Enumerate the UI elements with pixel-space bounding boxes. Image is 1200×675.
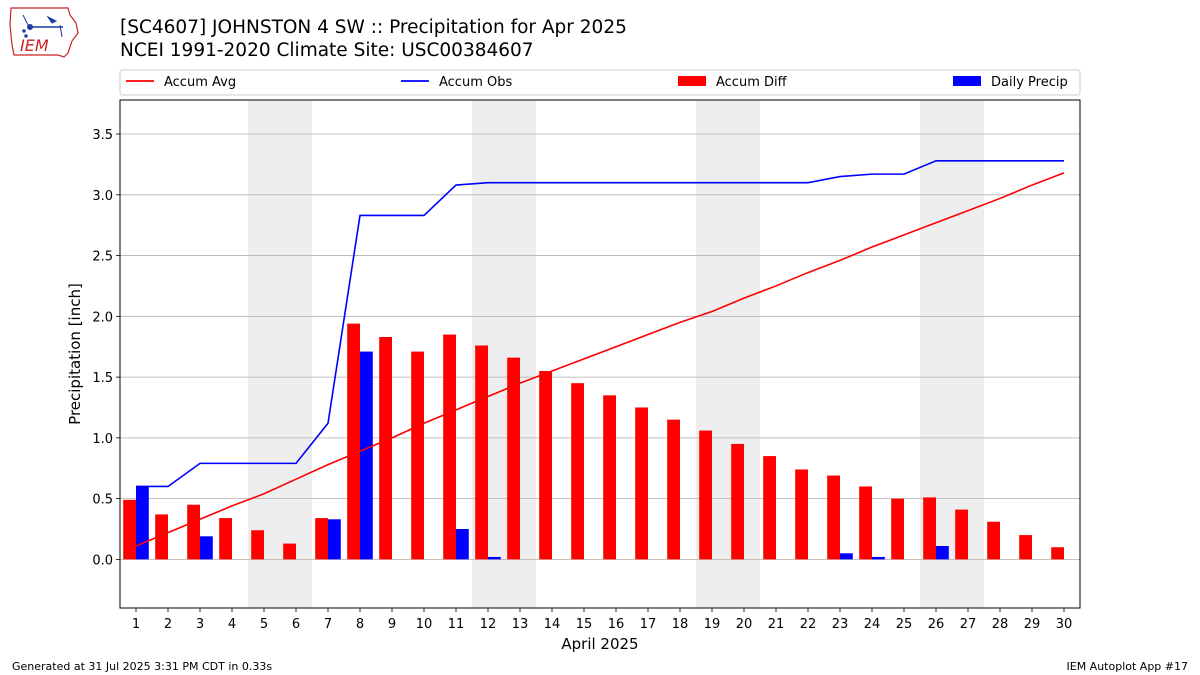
- legend-label: Daily Precip: [991, 75, 1068, 90]
- y-axis-label: Precipitation [inch]: [66, 283, 84, 425]
- accum-diff-bar: [411, 351, 424, 560]
- daily-precip-bar: [360, 351, 373, 560]
- accum-diff-bar: [795, 469, 808, 560]
- y-tick-label: 3.0: [92, 189, 113, 204]
- x-tick-label: 27: [960, 617, 977, 632]
- daily-precip-bar: [136, 486, 149, 560]
- x-tick-label: 22: [800, 617, 817, 632]
- accum-diff-bar: [731, 443, 744, 560]
- accum-diff-bar: [987, 521, 1000, 560]
- y-tick-label: 2.5: [92, 250, 113, 265]
- accum-diff-bar: [955, 509, 968, 560]
- accum-obs-line: [136, 159, 1064, 488]
- daily-precip-bar: [200, 536, 213, 560]
- x-tick-label: 7: [324, 617, 332, 632]
- plot-frame: [119, 99, 1081, 609]
- legend-box: [119, 69, 1081, 96]
- x-tick-label: 24: [864, 617, 881, 632]
- x-tick-label: 13: [512, 617, 529, 632]
- x-tick-label: 26: [928, 617, 945, 632]
- weekend-shade: [248, 100, 312, 608]
- accum-diff-bar: [603, 395, 616, 560]
- iem-logo: IEM: [9, 7, 79, 58]
- legend-label: Accum Obs: [439, 75, 512, 90]
- x-tick-label: 30: [1056, 617, 1073, 632]
- x-tick-label: 23: [832, 617, 849, 632]
- accum-diff-bar: [667, 419, 680, 560]
- accum-diff-bar: [923, 497, 936, 560]
- x-tick-label: 28: [992, 617, 1009, 632]
- x-tick-label: 11: [448, 617, 465, 632]
- accum-diff-bar: [507, 357, 520, 560]
- y-tick-label: 0.5: [92, 493, 113, 508]
- x-tick-label: 6: [292, 617, 300, 632]
- y-tick-label: 1.0: [92, 432, 113, 447]
- accum-diff-bar: [635, 407, 648, 560]
- accum-diff-bar: [123, 499, 136, 560]
- y-tick-label: 0.0: [92, 553, 113, 568]
- accum-diff-bar: [315, 518, 328, 560]
- accum-diff-bar: [155, 514, 168, 560]
- x-tick-label: 1: [132, 617, 140, 632]
- legend-swatch-bar: [953, 76, 981, 86]
- x-tick-label: 19: [704, 617, 721, 632]
- accum-diff-bar: [251, 530, 264, 560]
- accum-diff-bar: [763, 456, 776, 560]
- accum-diff-bar: [475, 345, 488, 560]
- daily-precip-bar: [872, 556, 885, 560]
- chart-title: [SC4607] JOHNSTON 4 SW :: Precipitation …: [120, 17, 627, 38]
- x-tick-label: 16: [608, 617, 625, 632]
- x-tick-label: 12: [480, 617, 497, 632]
- accum-diff-bar: [347, 323, 360, 560]
- accum-diff-bar: [699, 430, 712, 560]
- y-tick-label: 2.0: [92, 310, 113, 325]
- x-axis-label: April 2025: [561, 635, 638, 653]
- accum-diff-bar: [1051, 547, 1064, 560]
- x-tick-label: 18: [672, 617, 689, 632]
- y-tick-label: 1.5: [92, 371, 113, 386]
- daily-precip-bar: [488, 556, 501, 560]
- iowa-outline-icon: [9, 7, 79, 58]
- daily-precip-bar: [328, 519, 341, 560]
- iem-logo-text: IEM: [20, 36, 49, 55]
- accum-diff-bar: [443, 334, 456, 560]
- x-tick-label: 9: [388, 617, 396, 632]
- x-tick-label: 29: [1024, 617, 1041, 632]
- weather-station-icon: [22, 14, 63, 38]
- x-tick-label: 17: [640, 617, 657, 632]
- daily-precip-bar: [840, 553, 853, 560]
- legend-label: Accum Avg: [164, 75, 236, 90]
- x-tick-label: 14: [544, 617, 561, 632]
- accum-diff-bar: [283, 543, 296, 560]
- x-tick-label: 15: [576, 617, 593, 632]
- accum-diff-bar: [539, 371, 552, 560]
- accum-diff-bar: [219, 518, 232, 560]
- x-tick-label: 5: [260, 617, 268, 632]
- accum-diff-bar: [827, 475, 840, 560]
- accum-diff-bar: [379, 336, 392, 560]
- x-tick-label: 25: [896, 617, 913, 632]
- legend-label: Accum Diff: [716, 75, 788, 90]
- x-tick-label: 20: [736, 617, 753, 632]
- footer-generated: Generated at 31 Jul 2025 3:31 PM CDT in …: [12, 660, 273, 673]
- chart-subtitle: NCEI 1991-2020 Climate Site: USC00384607: [120, 40, 534, 61]
- footer-app: IEM Autoplot App #17: [1066, 660, 1189, 673]
- accum-diff-bar: [571, 383, 584, 560]
- accum-diff-bar: [187, 504, 200, 560]
- accum-diff-bar: [1019, 535, 1032, 560]
- x-tick-label: 10: [416, 617, 433, 632]
- x-tick-label: 21: [768, 617, 785, 632]
- accum-avg-line: [135, 172, 1065, 547]
- legend-swatch-bar: [678, 76, 706, 86]
- x-tick-label: 3: [196, 617, 204, 632]
- y-tick-label: 3.5: [92, 128, 113, 143]
- accum-diff-bar: [859, 486, 872, 560]
- daily-precip-bar: [456, 529, 469, 560]
- x-tick-label: 4: [228, 617, 236, 632]
- daily-precip-bar: [936, 546, 949, 560]
- x-tick-label: 2: [164, 617, 172, 632]
- accum-diff-bar: [891, 498, 904, 560]
- x-tick-label: 8: [356, 617, 364, 632]
